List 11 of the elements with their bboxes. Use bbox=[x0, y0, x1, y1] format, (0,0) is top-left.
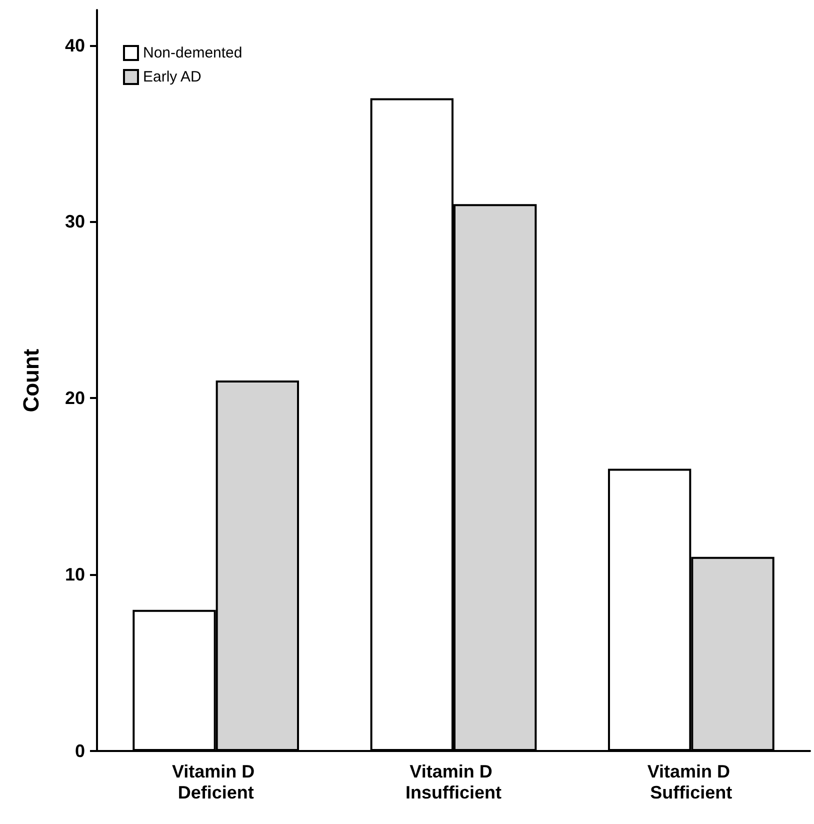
y-tick-label: 0 bbox=[74, 741, 85, 761]
y-tick-label: 20 bbox=[64, 388, 85, 408]
x-tick-label: Vitamin D Insufficient bbox=[405, 762, 502, 802]
x-tick-label: Vitamin D Sufficient bbox=[647, 762, 736, 802]
legend-label: Early AD bbox=[143, 68, 202, 86]
y-axis-title: Count bbox=[18, 348, 44, 412]
y-tick-label: 30 bbox=[64, 212, 85, 232]
x-tick-label: Vitamin D Deficient bbox=[172, 762, 260, 802]
y-tick-label: 40 bbox=[64, 35, 85, 56]
y-tick-label: 10 bbox=[64, 564, 85, 585]
legend-label: Non-demented bbox=[143, 44, 242, 62]
